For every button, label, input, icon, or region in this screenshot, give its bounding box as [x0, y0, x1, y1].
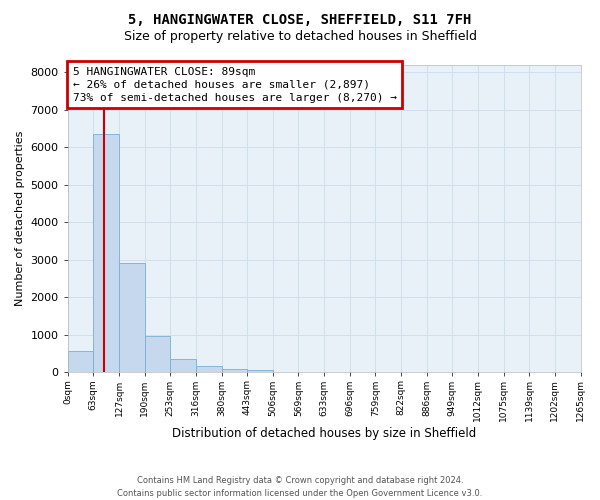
Text: Size of property relative to detached houses in Sheffield: Size of property relative to detached ho…	[124, 30, 476, 43]
Bar	[145, 336, 170, 372]
Bar	[196, 366, 221, 372]
Text: 5, HANGINGWATER CLOSE, SHEFFIELD, S11 7FH: 5, HANGINGWATER CLOSE, SHEFFIELD, S11 7F…	[128, 12, 472, 26]
Bar	[221, 368, 247, 372]
Bar	[68, 350, 94, 372]
Bar	[94, 134, 119, 372]
Text: Contains HM Land Registry data © Crown copyright and database right 2024.
Contai: Contains HM Land Registry data © Crown c…	[118, 476, 482, 498]
Text: 5 HANGINGWATER CLOSE: 89sqm
← 26% of detached houses are smaller (2,897)
73% of : 5 HANGINGWATER CLOSE: 89sqm ← 26% of det…	[73, 66, 397, 103]
Bar	[119, 263, 145, 372]
Bar	[247, 370, 273, 372]
X-axis label: Distribution of detached houses by size in Sheffield: Distribution of detached houses by size …	[172, 427, 476, 440]
Y-axis label: Number of detached properties: Number of detached properties	[15, 131, 25, 306]
Bar	[170, 358, 196, 372]
